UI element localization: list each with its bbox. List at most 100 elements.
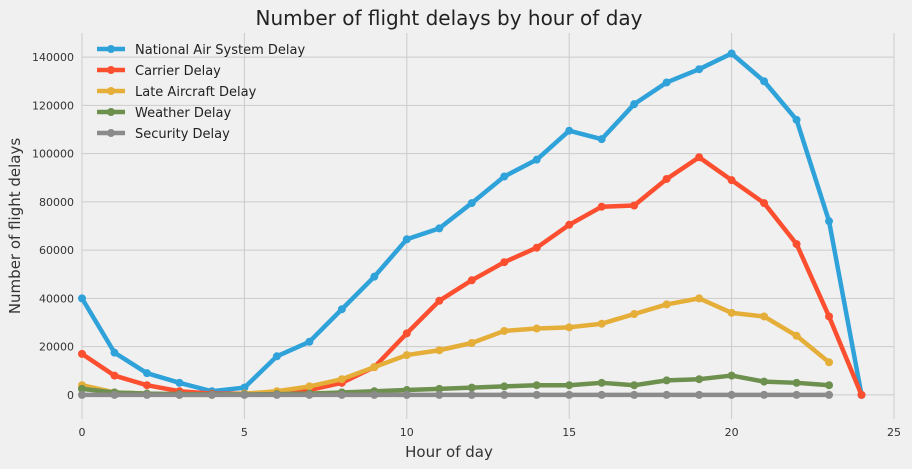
data-point [305, 390, 314, 399]
x-tick-label: 25 [887, 426, 901, 439]
legend-label: Late Aircraft Delay [135, 85, 257, 100]
data-point [630, 201, 639, 210]
data-point [565, 390, 574, 399]
data-point [272, 390, 281, 399]
data-point [532, 381, 541, 390]
legend-label: Weather Delay [135, 106, 231, 121]
data-point [662, 300, 671, 309]
data-point [500, 390, 509, 399]
data-point [532, 243, 541, 252]
data-point [500, 258, 509, 267]
legend-item: National Air System Delay [97, 43, 305, 58]
data-point [695, 65, 704, 74]
legend-swatch-marker [107, 87, 115, 95]
y-tick-label: 140000 [32, 51, 74, 64]
x-tick-label: 10 [400, 426, 414, 439]
y-tick-label: 120000 [32, 99, 74, 112]
data-point [760, 377, 769, 386]
data-point [78, 294, 86, 303]
plot-background [82, 33, 894, 419]
data-point [467, 390, 476, 399]
data-point [500, 326, 509, 335]
data-point [175, 390, 184, 399]
data-point [662, 78, 671, 87]
data-point [78, 384, 86, 393]
legend-swatch-marker [107, 108, 115, 116]
data-point [402, 351, 411, 360]
data-point [792, 390, 801, 399]
data-point [337, 305, 346, 314]
data-point [662, 174, 671, 183]
data-point [727, 308, 736, 317]
data-point [110, 390, 119, 399]
data-point [565, 220, 574, 229]
data-point [695, 153, 704, 162]
data-point [760, 312, 769, 321]
data-point [370, 272, 379, 281]
data-point [662, 390, 671, 399]
data-point [727, 371, 736, 380]
data-point [110, 371, 119, 380]
data-point [435, 390, 444, 399]
data-point [760, 77, 769, 86]
data-point [630, 100, 639, 109]
data-point [240, 390, 249, 399]
data-point [402, 235, 411, 244]
data-point [532, 324, 541, 333]
data-point [825, 390, 834, 399]
data-point [630, 390, 639, 399]
data-point [435, 346, 444, 355]
y-tick-label: 20000 [39, 341, 74, 354]
data-point [435, 296, 444, 305]
data-point [467, 383, 476, 392]
legend-label: Security Delay [135, 127, 230, 142]
data-point [727, 49, 736, 58]
data-point [792, 115, 801, 124]
data-point [630, 381, 639, 390]
data-point [110, 348, 119, 357]
data-point [207, 390, 216, 399]
data-point [532, 390, 541, 399]
data-point [370, 363, 379, 372]
data-point [467, 276, 476, 285]
data-point [402, 329, 411, 338]
y-tick-label: 60000 [39, 244, 74, 257]
data-point [532, 155, 541, 164]
data-point [792, 240, 801, 249]
data-point [597, 319, 606, 328]
data-point [695, 375, 704, 384]
data-point [597, 135, 606, 144]
data-point [695, 390, 704, 399]
data-point [565, 126, 574, 135]
data-point [240, 383, 249, 392]
legend-swatch-marker [107, 45, 115, 53]
data-point [467, 199, 476, 208]
tick-labels: 0 5 10 15 20 25 0 20000 40000 60000 80000 100000 120… [32, 51, 901, 439]
series-4 [78, 390, 834, 399]
data-point [78, 390, 86, 399]
legend-swatch-marker [107, 66, 115, 74]
x-tick-label: 5 [241, 426, 248, 439]
y-tick-label: 0 [67, 389, 74, 402]
y-tick-label: 40000 [39, 292, 74, 305]
x-axis-label: Hour of day [405, 443, 493, 461]
data-point [175, 378, 184, 387]
data-point [142, 390, 151, 399]
data-point [272, 352, 281, 361]
y-tick-label: 100000 [32, 148, 74, 161]
data-point [792, 378, 801, 387]
legend-item: Carrier Delay [97, 64, 221, 79]
data-point [825, 381, 834, 390]
data-point [435, 384, 444, 393]
data-point [500, 172, 509, 181]
data-point [825, 217, 834, 226]
data-point [597, 390, 606, 399]
data-point [305, 337, 314, 346]
x-tick-label: 15 [562, 426, 576, 439]
legend-item: Weather Delay [97, 106, 231, 121]
data-point [305, 382, 314, 391]
data-point [727, 176, 736, 185]
data-point [857, 390, 866, 399]
data-point [467, 339, 476, 348]
data-point [792, 331, 801, 340]
